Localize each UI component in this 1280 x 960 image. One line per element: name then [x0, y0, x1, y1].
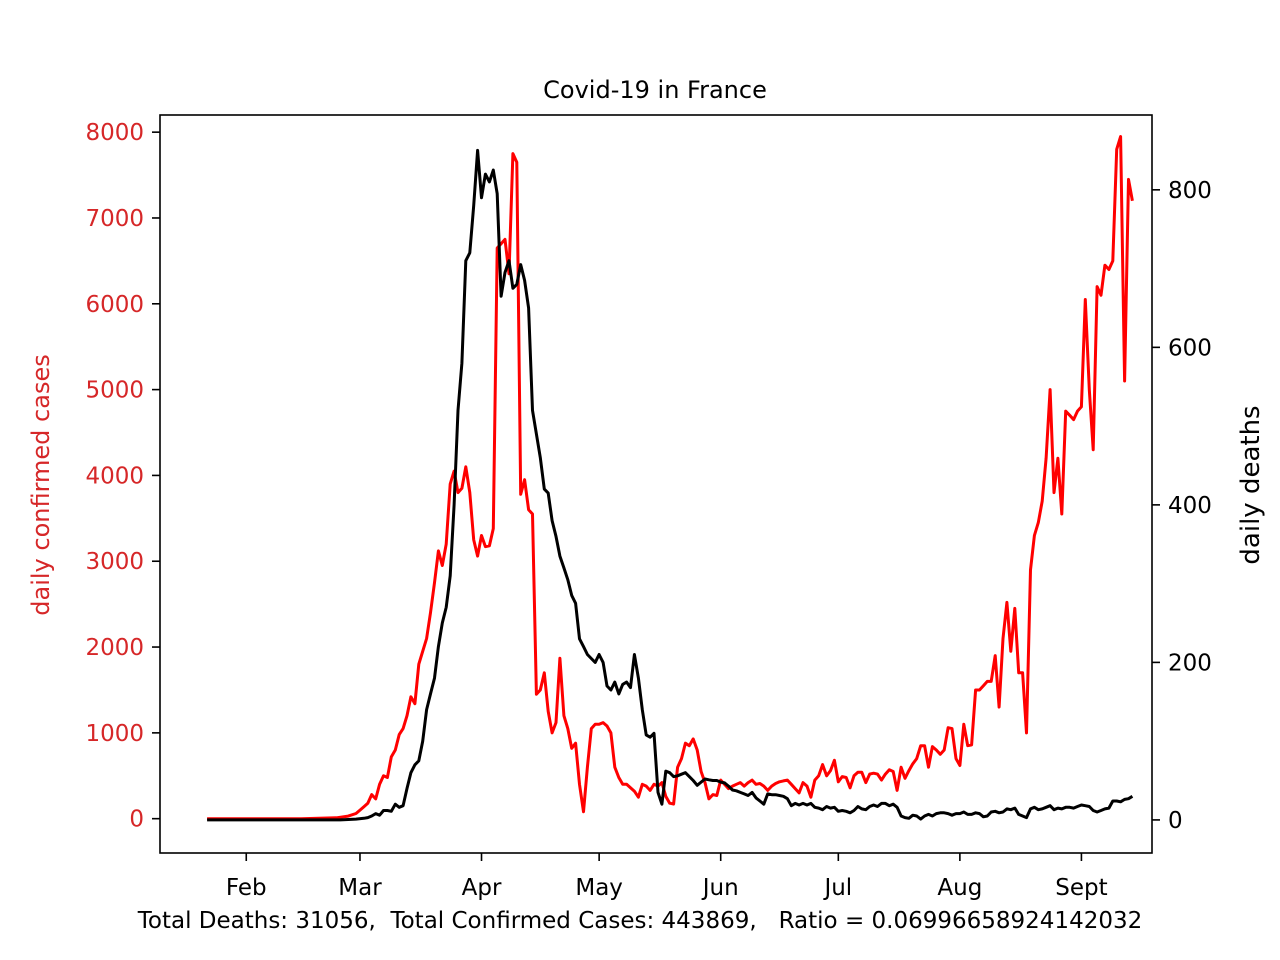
series-daily-deaths-line: [207, 148, 1134, 822]
series-daily-confirmed-cases-line: [207, 135, 1134, 821]
x-tick-label: Mar: [338, 875, 382, 901]
plot-area: Feb Mar Apr May Jun Jul Aug Sept010002000300040…: [85, 114, 1212, 901]
y-left-tick-label: 8000: [85, 120, 144, 146]
y-left-tick-label: 1000: [85, 721, 144, 747]
x-tick-label: Jun: [701, 875, 739, 901]
y-left-tick-label: 6000: [85, 292, 144, 318]
x-tick-label: May: [575, 875, 623, 901]
x-tick-label: Feb: [226, 875, 267, 901]
y-axis-left-label: daily confirmed cases: [27, 354, 55, 615]
y-left-tick-label: 3000: [85, 549, 144, 575]
x-tick-label: Aug: [937, 875, 982, 901]
x-tick-label: Jul: [822, 875, 852, 901]
y-right-tick-label: 0: [1168, 808, 1183, 834]
y-axis-right-label: daily deaths: [1236, 405, 1266, 564]
summary-footer: Total Deaths: 31056, Total Confirmed Cas…: [137, 908, 1143, 934]
y-right-tick-label: 200: [1168, 650, 1212, 676]
y-left-tick-label: 0: [129, 807, 144, 833]
y-left-tick-label: 2000: [85, 635, 144, 661]
y-right-tick-label: 800: [1168, 178, 1212, 204]
x-tick-label: Apr: [462, 875, 502, 901]
y-left-tick-label: 4000: [85, 463, 144, 489]
y-left-tick-label: 5000: [85, 378, 144, 404]
y-left-tick-label: 7000: [85, 206, 144, 232]
plot-frame: [159, 114, 1153, 854]
y-right-tick-label: 400: [1168, 493, 1212, 519]
chart-title: Covid-19 in France: [543, 76, 767, 104]
y-right-tick-label: 600: [1168, 335, 1212, 361]
x-tick-label: Sept: [1055, 875, 1107, 901]
